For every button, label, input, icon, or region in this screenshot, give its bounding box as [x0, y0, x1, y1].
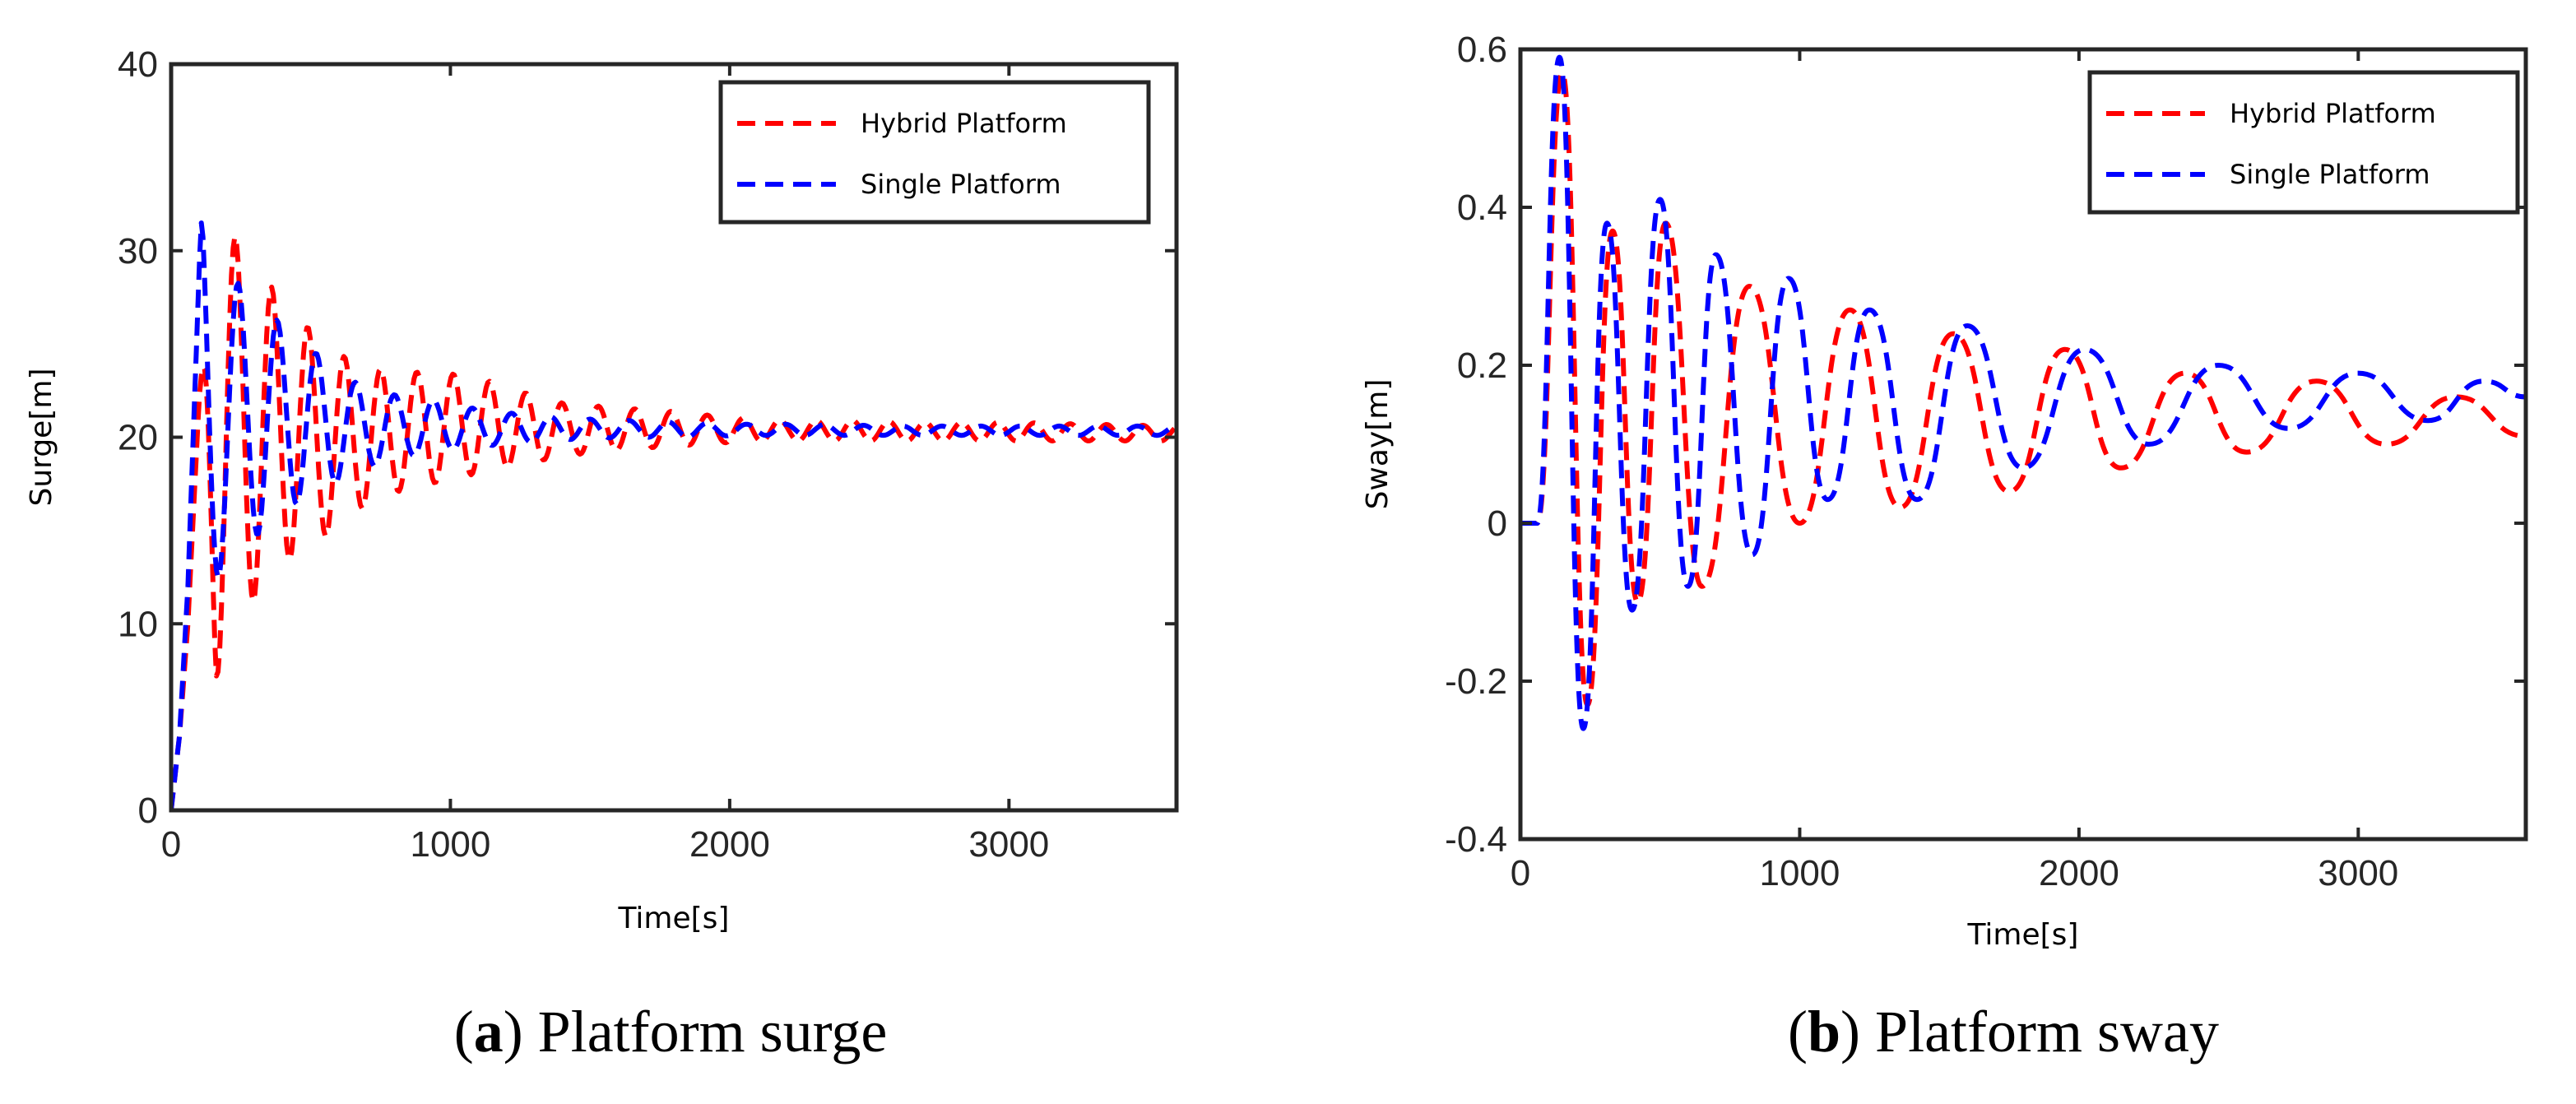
legend: Hybrid Platform Single Platform	[2087, 70, 2520, 215]
y-tick-label: 30	[118, 231, 158, 271]
y-axis-label: Sway[m]	[1361, 379, 1395, 510]
y-tick-label: 0.2	[1457, 346, 1507, 386]
x-tick-label: 2000	[689, 824, 770, 865]
series-line-single-platform	[171, 220, 1177, 810]
series-line-single-platform	[1520, 54, 2526, 731]
y-tick-label: 0.6	[1457, 30, 1507, 70]
x-tick-label: 1000	[1759, 853, 1840, 893]
series-line-hybrid-platform	[171, 234, 1177, 810]
subfigure-caption: (a) Platform surge	[454, 999, 888, 1065]
x-tick-label: 3000	[968, 824, 1049, 865]
x-axis-label: Time[s]	[618, 902, 730, 935]
x-tick-label: 2000	[2039, 853, 2119, 893]
x-tick-label: 1000	[410, 824, 490, 865]
x-tick-label: 3000	[2318, 853, 2398, 893]
legend: Hybrid Platform Single Platform	[718, 80, 1151, 225]
legend-entry: Single Platform	[2230, 159, 2430, 190]
y-tick-label: 20	[118, 418, 158, 458]
legend-entry: Hybrid Platform	[861, 108, 1067, 139]
plot-frame	[1518, 47, 2528, 842]
sway-chart: 0 1000 2000 3000 -0.4 -0.2 0 0.2 0.4 0.6 Time[s] Sw…	[1361, 30, 2528, 1065]
subfigure-caption: (b) Platform sway	[1788, 999, 2219, 1065]
y-tick-label: 0	[1488, 503, 1507, 544]
y-tick-label: 0	[138, 791, 158, 831]
x-tick-label: 0	[1511, 853, 1530, 893]
y-axis-label: Surge[m]	[25, 369, 58, 507]
x-tick-label: 0	[161, 824, 181, 865]
legend-entry: Hybrid Platform	[2230, 98, 2436, 129]
legend-entry: Single Platform	[861, 169, 1061, 200]
y-tick-label: -0.2	[1445, 661, 1507, 702]
y-tick-label: 40	[118, 44, 158, 85]
x-axis-label: Time[s]	[1967, 918, 2079, 952]
y-tick-label: -0.4	[1445, 819, 1507, 860]
y-tick-label: 10	[118, 604, 158, 644]
surge-chart: 0 1000 2000 3000 0 10 20 30 40 Time[s] Surge[m] Hyb…	[25, 44, 1179, 1065]
y-tick-label: 0.4	[1457, 188, 1507, 228]
